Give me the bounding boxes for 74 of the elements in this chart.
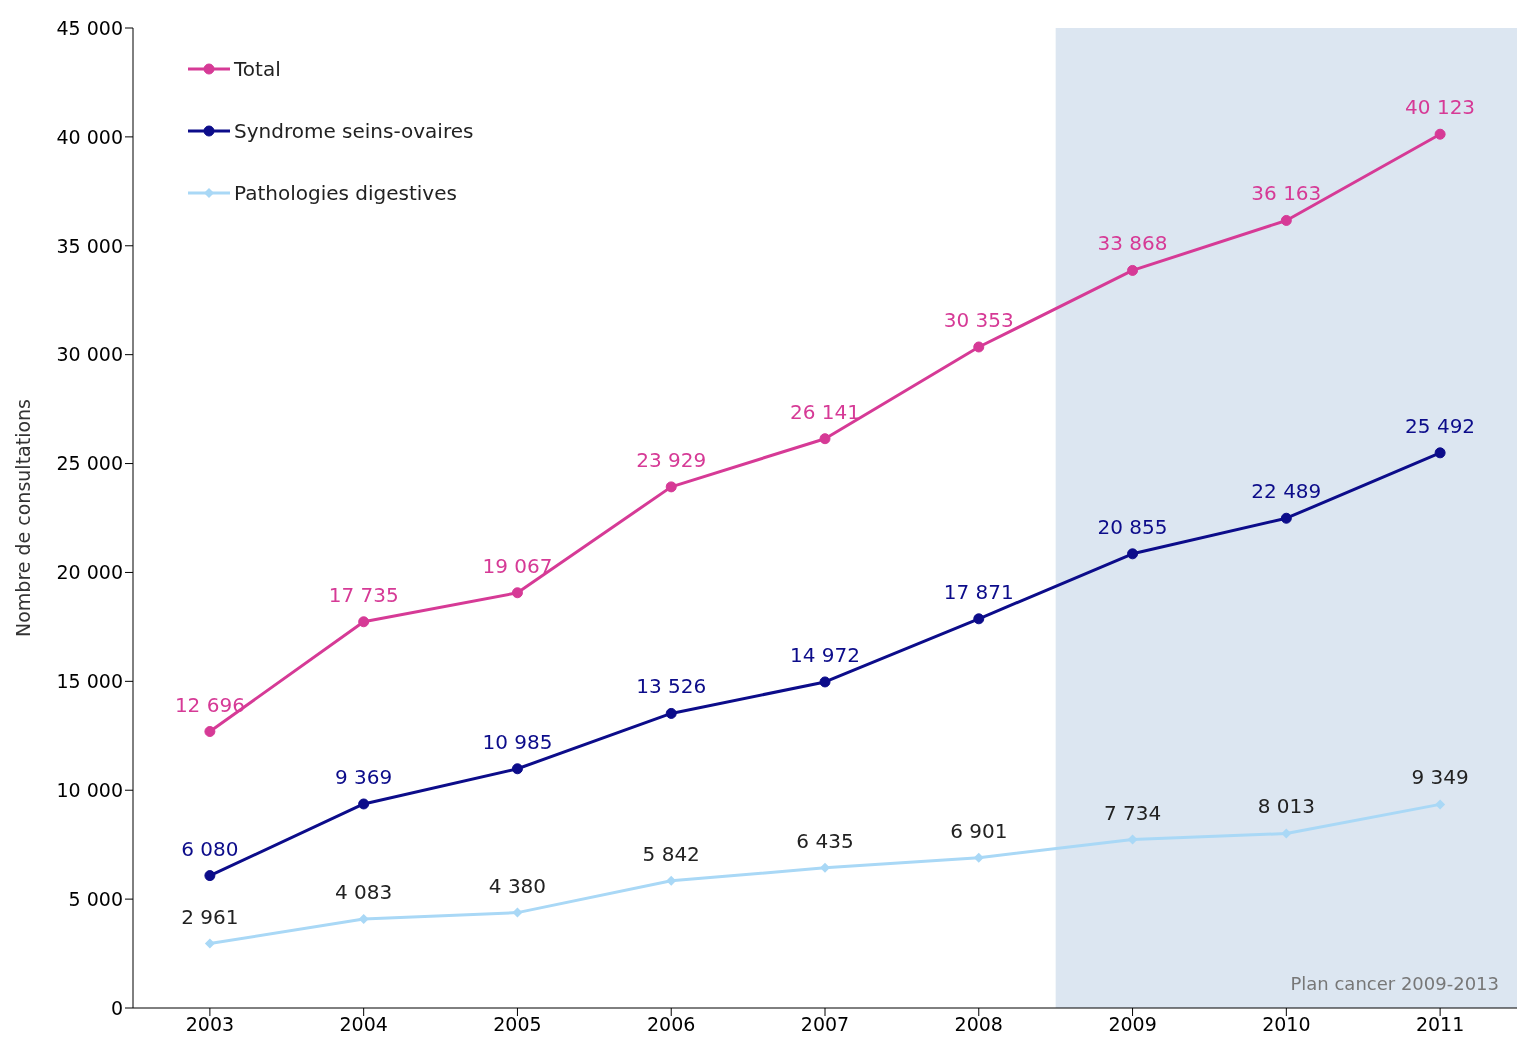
y-tick-label: 40 000: [56, 125, 123, 148]
y-tick-label: 0: [110, 996, 123, 1019]
data-label: 14 972: [790, 642, 860, 667]
y-tick-label: 35 000: [56, 234, 123, 257]
x-tick-label: 2008: [954, 1013, 1003, 1036]
point: [819, 433, 831, 445]
point: [1281, 828, 1292, 839]
point: [1280, 512, 1292, 524]
data-label: 6 901: [950, 818, 1008, 843]
point: [1435, 799, 1446, 810]
data-label: 4 083: [335, 880, 393, 905]
legend-label: Pathologies digestives: [234, 181, 457, 205]
x-tick-label: 2009: [1108, 1013, 1157, 1036]
data-label: 6 080: [181, 836, 239, 861]
legend-label: Syndrome seins-ovaires: [234, 119, 474, 143]
data-label: 25 492: [1405, 413, 1476, 438]
data-label: 30 353: [943, 307, 1014, 332]
y-tick-label: 25 000: [56, 452, 123, 475]
point: [820, 862, 830, 873]
data-label: 6 435: [796, 828, 854, 853]
data-label: 22 489: [1251, 479, 1322, 504]
y-tick-label: 30 000: [56, 343, 123, 366]
x-tick-label: 2005: [493, 1013, 542, 1036]
y-tick-label: 45 000: [56, 16, 123, 39]
y-tick-label: 15 000: [56, 670, 123, 693]
band-label: Plan cancer 2009-2013: [1290, 973, 1499, 994]
data-label: 7 734: [1103, 800, 1162, 825]
data-label: 2 961: [181, 904, 239, 929]
x-tick-label: 2007: [800, 1013, 850, 1036]
point: [1127, 548, 1139, 560]
data-label: 40 123: [1405, 95, 1476, 120]
y-tick-label: 20 000: [56, 561, 123, 584]
point: [973, 341, 985, 353]
data-label: 26 141: [790, 399, 860, 424]
data-label: 10 985: [482, 729, 553, 754]
point: [1434, 128, 1446, 140]
data-label: 8 013: [1257, 794, 1315, 819]
x-tick-label: 2010: [1262, 1013, 1311, 1036]
x-tick-label: 2004: [339, 1013, 388, 1036]
y-axis-title: Nombre de consultations: [11, 398, 34, 638]
point: [512, 907, 523, 918]
data-label: 4 380: [488, 873, 547, 898]
point: [1280, 214, 1292, 226]
data-label: 19 067: [482, 553, 553, 578]
point: [819, 676, 831, 688]
point: [358, 616, 370, 628]
legend-label: Total: [234, 57, 281, 81]
point: [511, 587, 523, 599]
data-label: 5 842: [642, 841, 700, 866]
x-tick-label: 2006: [647, 1013, 696, 1036]
data-label: 17 871: [943, 579, 1014, 604]
point: [204, 726, 216, 738]
point: [973, 613, 985, 625]
point: [204, 938, 215, 949]
x-tick-label: 2011: [1415, 1013, 1465, 1036]
point: [511, 763, 523, 775]
point: [358, 914, 369, 925]
data-label: 17 735: [328, 582, 399, 607]
data-label: 33 868: [1097, 231, 1168, 256]
data-label: 23 929: [636, 447, 707, 472]
x-tick-label: 2003: [185, 1013, 235, 1036]
point: [358, 798, 370, 810]
point: [1434, 447, 1446, 459]
y-tick-label: 5 000: [68, 887, 123, 910]
data-label: 9 369: [335, 764, 393, 789]
point: [665, 707, 677, 719]
data-label: 36 163: [1251, 181, 1322, 206]
point: [665, 481, 677, 493]
data-label: 20 855: [1097, 514, 1168, 539]
point: [1127, 264, 1139, 276]
y-tick-label: 10 000: [56, 778, 123, 801]
data-label: 9 349: [1411, 765, 1469, 790]
data-label: 13 526: [636, 674, 707, 699]
point: [204, 870, 216, 882]
